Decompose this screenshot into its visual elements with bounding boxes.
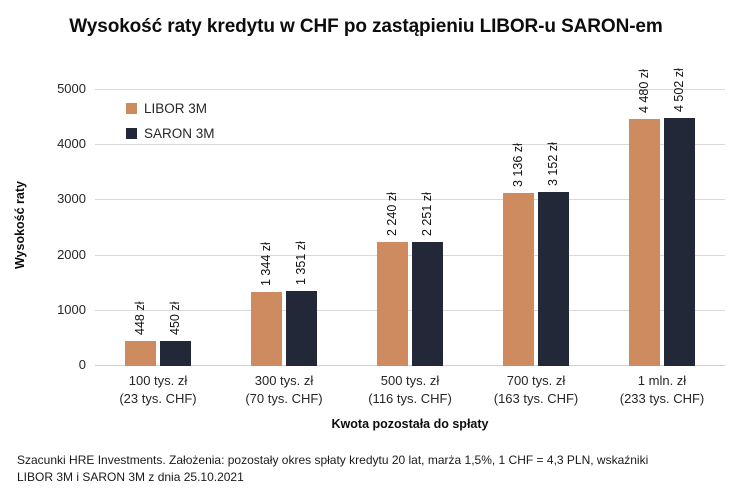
x-axis-title: Kwota pozostała do spłaty [331,417,489,431]
y-axis-tick-label: 0 [78,357,86,372]
y-axis-tick-label: 1000 [57,301,86,317]
x-axis-category-line: 300 tys. zł [254,373,314,388]
bar-saron-3m[interactable] [664,117,695,366]
chart-legend: LIBOR 3M SARON 3M [126,96,276,146]
bar-libor-3m[interactable] [125,341,156,366]
footnote-line-2: LIBOR 3M i SARON 3M z dnia 25.10.2021 [17,470,244,484]
x-axis-category-label: 300 tys. zł (70 tys. CHF) [221,372,347,408]
y-axis-tick-label: 5000 [57,81,86,96]
x-axis-category-line: 1 mln. zł [637,373,687,388]
x-axis-category-label: 1 mln. zł (233 tys. CHF) [599,372,725,408]
chart-title: Wysokość raty kredytu w CHF po zastąpien… [69,16,663,37]
x-axis-category-line: (116 tys. CHF) [368,391,452,406]
bar-value-label: 3 136 zł [511,143,525,187]
x-axis-category-line: (23 tys. CHF) [119,391,197,406]
y-axis-tick-label: 4000 [57,136,86,152]
footnote-line-1: Szacunki HRE Investments. Założenia: poz… [17,453,649,467]
bar-group: 448 zł 450 zł [125,90,191,366]
legend-label: LIBOR 3M [144,101,208,116]
legend-swatch-icon [126,103,137,114]
y-axis-tick-label: 3000 [57,191,86,207]
gridline [95,254,725,256]
bar-libor-3m[interactable] [629,118,660,366]
bar-group: 3 136 zł 3 152 zł [503,90,569,366]
bar-group: 2 240 zł 2 251 zł [377,90,443,366]
bar-saron-3m[interactable] [538,192,569,366]
gridline [95,309,725,311]
bar-value-label: 4 502 zł [672,67,686,112]
bar-value-label: 2 251 zł [420,191,434,236]
bar-value-label: 4 480 zł [637,68,651,113]
y-axis-tick-labels: 0 1000 2000 3000 4000 5000 [0,0,88,492]
legend-item[interactable]: SARON 3M [126,121,276,146]
legend-item[interactable]: LIBOR 3M [126,96,276,121]
x-axis-category-label: 500 tys. zł (116 tys. CHF) [347,372,473,408]
gridline [95,199,725,201]
plot-area: 448 zł 450 zł 1 344 zł 1 351 zł 2 240 zł 2 25… [95,68,725,366]
bar-value-label: 1 351 zł [294,241,308,286]
bar-saron-3m[interactable] [286,291,317,366]
bar-value-label: 2 240 zł [385,192,399,237]
bar-saron-3m[interactable] [160,341,191,366]
x-axis-category-line: (163 tys. CHF) [493,391,579,406]
gridline [95,144,725,146]
bar-value-label: 3 152 zł [546,142,560,187]
x-axis-category-label: 100 tys. zł (23 tys. CHF) [95,372,221,408]
legend-label: SARON 3M [144,126,215,141]
bar-libor-3m[interactable] [503,192,534,366]
bar-saron-3m[interactable] [412,241,443,366]
x-axis-category-line: (233 tys. CHF) [619,391,705,406]
bar-group: 1 344 zł 1 351 zł [251,90,317,366]
x-axis-category-line: (70 tys. CHF) [245,391,323,406]
x-axis-category-line: 500 tys. zł [380,373,440,388]
y-axis-tick-label: 2000 [57,246,86,262]
bar-value-label: 1 344 zł [259,242,273,286]
bar-value-label: 448 zł [133,301,147,336]
bar-group: 4 480 zł 4 502 zł [629,68,695,366]
gridline [95,365,725,366]
gridline [95,89,725,90]
legend-swatch-icon [126,128,137,139]
x-axis-category-line: 700 tys. zł [506,373,566,388]
bar-libor-3m[interactable] [251,291,282,366]
bar-value-label: 450 zł [168,301,182,336]
footnote: Szacunki HRE Investments. Założenia: poz… [17,452,723,486]
x-axis-category-label: 700 tys. zł (163 tys. CHF) [473,372,599,408]
bar-libor-3m[interactable] [377,242,408,366]
x-axis-category-line: 100 tys. zł [128,373,188,388]
